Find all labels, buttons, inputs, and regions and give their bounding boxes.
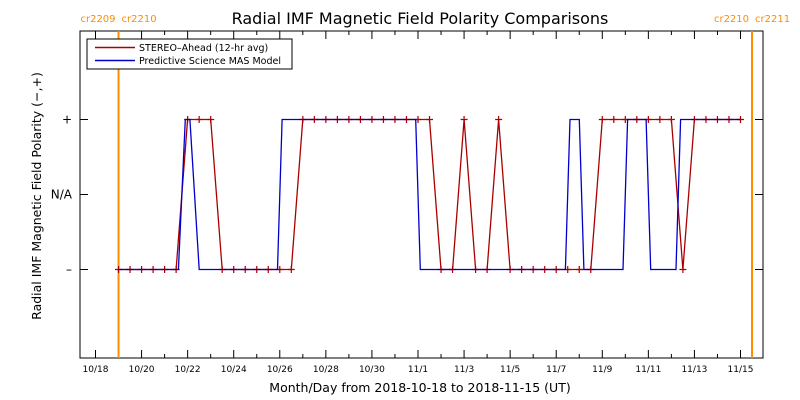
y-tick-label: + [62, 113, 72, 127]
y-axis-label: Radial IMF Magnetic Field Polarity (−,+) [29, 72, 44, 320]
carrington-rotation-lines [117, 31, 754, 358]
x-tick-label: 11/13 [681, 365, 707, 375]
x-tick-label: 10/18 [83, 365, 109, 375]
series-layer [115, 116, 744, 273]
legend-label-stereo: STEREO–Ahead (12-hr avg) [139, 43, 268, 54]
x-tick-label: 10/28 [313, 365, 339, 375]
carrington-label-before: cr2209 [80, 14, 115, 25]
legend-label-mas-model: Predictive Science MAS Model [139, 56, 281, 67]
legend-box [86, 38, 293, 70]
chart-title: Radial IMF Magnetic Field Polarity Compa… [232, 9, 609, 28]
x-tick-label: 11/7 [546, 365, 566, 375]
x-axis-ticks: 10/18 10/20 10/22 10/24 10/26 10/28 10/30 11/1 1… [83, 31, 754, 375]
mas-model-polarity-line [118, 118, 741, 271]
x-axis-label: Month/Day from 2018-10-18 to 2018-11-15 … [269, 380, 570, 395]
x-tick-label: 10/30 [359, 365, 385, 375]
x-tick-label: 11/5 [500, 365, 520, 375]
x-tick-label: 11/1 [408, 365, 428, 375]
y-tick-label: N/A [51, 188, 73, 202]
stereo-data-point [598, 116, 606, 123]
carrington-rotation-labels: cr2209 cr2210 cr2210 cr2211 [80, 14, 790, 25]
x-tick-label: 10/20 [129, 365, 155, 375]
stereo-data-point [679, 266, 687, 273]
x-tick-label: 10/22 [175, 365, 201, 375]
carrington-label-after: cr2210 [122, 14, 157, 25]
x-tick-label: 10/26 [267, 365, 293, 375]
carrington-label-after: cr2211 [755, 14, 790, 25]
stereo-data-point [195, 116, 203, 123]
stereo-data-point [667, 116, 675, 123]
x-tick-label: 11/15 [728, 365, 754, 375]
x-tick-label: 11/3 [454, 365, 474, 375]
stereo-data-point [207, 116, 215, 123]
y-tick-label: – [66, 263, 72, 277]
stereo-data-point [575, 266, 583, 273]
stereo-data-point [426, 116, 434, 123]
x-tick-label: 10/24 [221, 365, 247, 375]
x-tick-label: 11/11 [635, 365, 661, 375]
stereo-data-point [610, 116, 618, 123]
stereo-data-point [460, 116, 468, 123]
legend: STEREO–Ahead (12-hr avg) Predictive Scie… [86, 38, 293, 70]
x-tick-label: 11/9 [592, 365, 612, 375]
stereo-data-point [495, 116, 503, 123]
stereo-data-point [656, 116, 664, 123]
stereo-data-point [287, 266, 295, 273]
y-axis-ticks: + N/A – [51, 113, 763, 277]
carrington-label-before: cr2210 [714, 14, 749, 25]
